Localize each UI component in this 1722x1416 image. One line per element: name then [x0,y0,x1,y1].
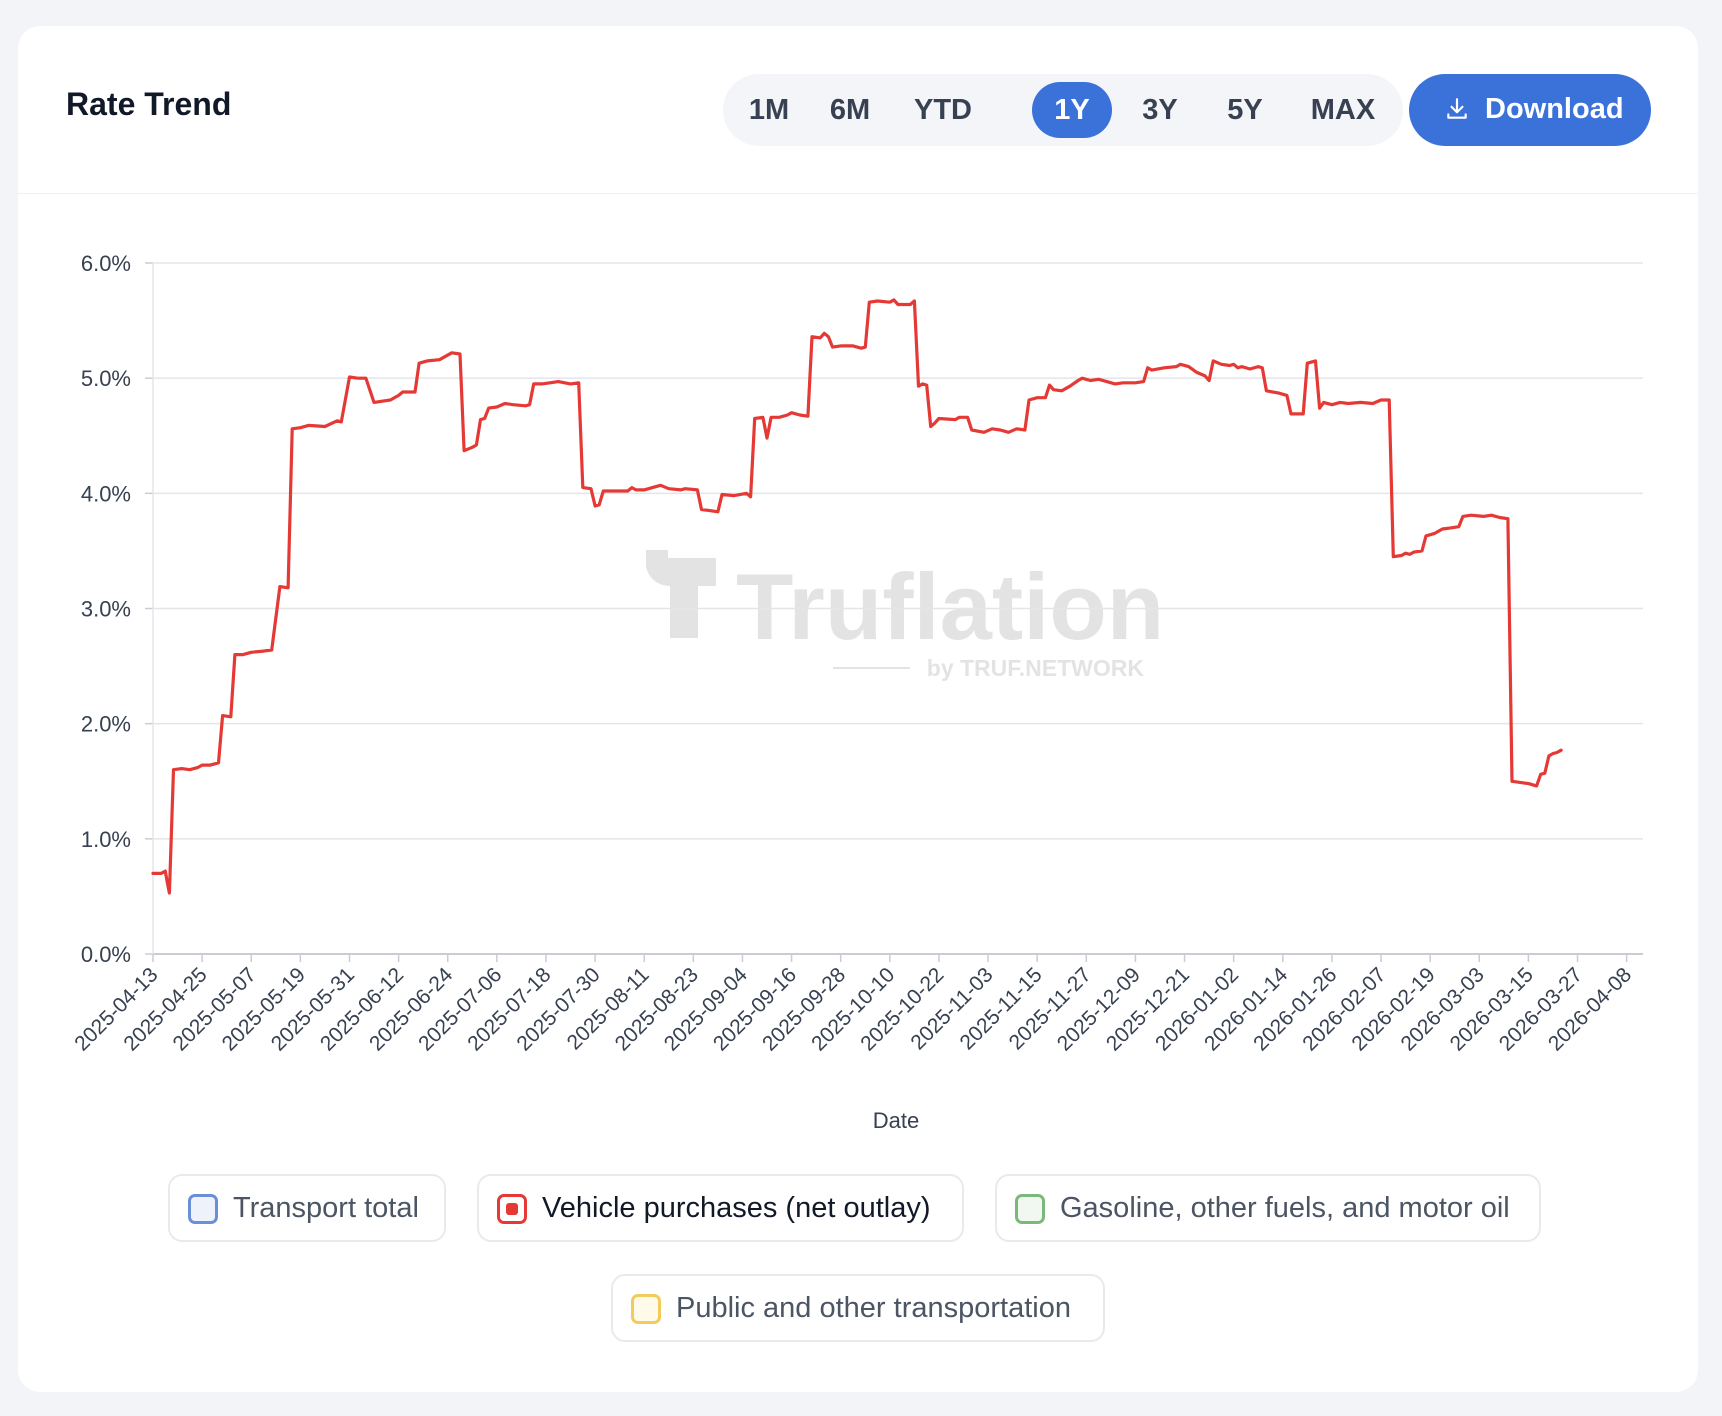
legend-label: Vehicle purchases (net outlay) [542,1192,931,1224]
watermark-byline: by TRUF.NETWORK [927,655,1145,681]
range-1m-button[interactable]: 1M [748,94,790,126]
y-tick-label: 2.0% [81,712,131,737]
x-axis-title: Date [873,1108,919,1133]
card-header: Rate Trend 1M 6M YTD 1Y 3Y 5Y MAX Downlo… [18,26,1698,194]
y-tick-label: 1.0% [81,827,131,852]
range-3y-button[interactable]: 3Y [1142,94,1178,126]
grid [153,262,1643,955]
legend-item-transport-total[interactable]: Transport total [168,1174,446,1242]
x-axis: 2025-04-132025-04-252025-05-072025-05-19… [70,954,1636,1055]
range-max-button[interactable]: MAX [1310,94,1376,126]
legend-item-gasoline[interactable]: Gasoline, other fuels, and motor oil [995,1174,1541,1242]
rate-trend-card: Rate Trend 1M 6M YTD 1Y 3Y 5Y MAX Downlo… [18,26,1698,1392]
y-axis: 0.0% 1.0% 2.0% 3.0% 4.0% 5.0% 6.0% [81,251,154,967]
range-5y-button[interactable]: 5Y [1227,94,1263,126]
y-tick-label: 0.0% [81,942,131,967]
legend-item-public-transport[interactable]: Public and other transportation [611,1274,1105,1342]
page-title: Rate Trend [66,86,232,122]
range-1y-button[interactable]: 1Y [1032,82,1112,138]
legend-label: Transport total [233,1192,419,1224]
y-tick-label: 5.0% [81,366,131,391]
truflation-logo-icon [646,550,716,638]
range-ytd-button[interactable]: YTD [914,94,972,126]
rate-trend-chart: Truflation by TRUF.NETWORK 0.0% 1.0% 2.0% 3… [70,251,1643,1133]
y-tick-label: 4.0% [81,481,131,506]
range-6m-button[interactable]: 6M [829,94,871,126]
y-tick-label: 3.0% [81,597,131,622]
legend-label: Public and other transportation [676,1292,1071,1324]
legend-item-vehicle-purchases[interactable]: Vehicle purchases (net outlay) [477,1174,964,1242]
series-line-0 [151,298,1563,895]
download-button[interactable]: Download [1409,74,1651,146]
legend-swatch-0 [188,1194,218,1224]
download-label: Download [1485,93,1624,125]
range-selector: 1M 6M YTD 1Y 3Y 5Y MAX [723,74,1403,146]
watermark-brand: Truflation [736,554,1164,659]
truflation-watermark: Truflation by TRUF.NETWORK [646,550,1164,681]
download-icon [1447,98,1467,119]
legend-label: Gasoline, other fuels, and motor oil [1060,1192,1510,1224]
legend-swatch-3 [631,1294,661,1324]
legend-swatch-1 [497,1194,527,1224]
series-layer [151,298,1563,895]
legend-swatch-2 [1015,1194,1045,1224]
y-tick-label: 6.0% [81,251,131,276]
